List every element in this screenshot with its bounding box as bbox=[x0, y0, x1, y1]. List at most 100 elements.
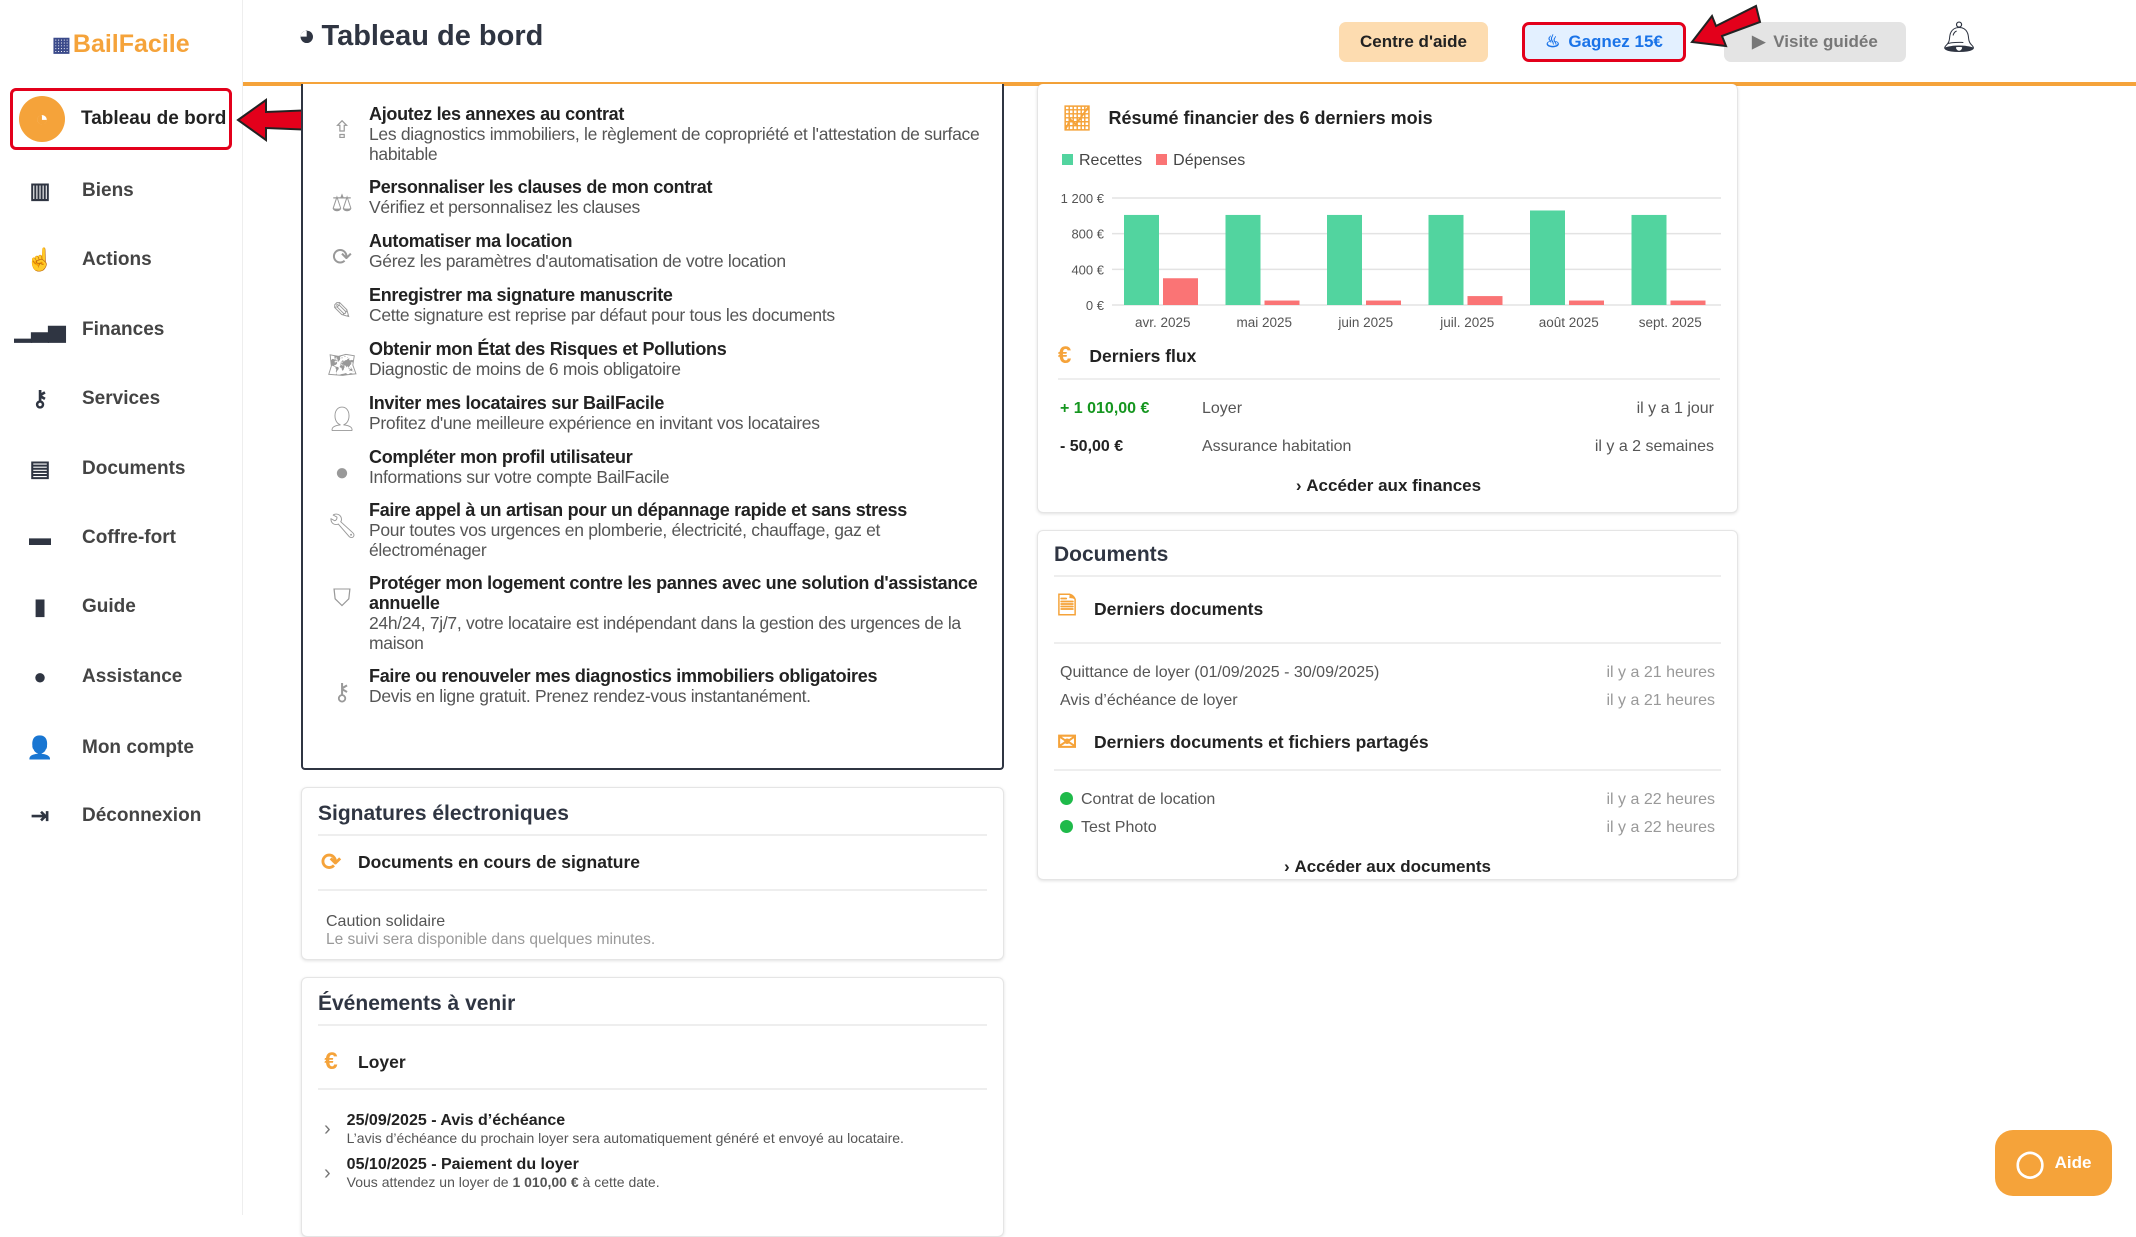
task-item[interactable]: ⚷ Faire ou renouveler mes diagnostics imm… bbox=[327, 666, 993, 707]
task-item[interactable]: ⚖ Personnaliser les clauses de mon contra… bbox=[327, 177, 993, 218]
y-tick-label: 800 € bbox=[1071, 227, 1104, 242]
task-item[interactable]: 🔧︎ Faire appel à un artisan pour un dépan… bbox=[327, 500, 907, 560]
x-tick-label: mai 2025 bbox=[1236, 315, 1292, 330]
archive-icon: ▬ bbox=[29, 525, 51, 550]
scale-icon: ⚖ bbox=[331, 190, 353, 217]
legend-depenses[interactable]: Dépenses bbox=[1156, 152, 1245, 170]
map-icon: 🗺︎ bbox=[327, 352, 358, 379]
event-item[interactable]: › 25/09/2025 - Avis d’échéance L’avis d’éc… bbox=[324, 1112, 904, 1146]
subsection-title: Derniers documents et fichiers partagés bbox=[1094, 732, 1429, 752]
gauge-icon: ◕ bbox=[298, 20, 316, 52]
sidebar: ▦ BailFacile ◔ Tableau de bord ▥ Biens ☝ Ac… bbox=[0, 0, 243, 1215]
trend-chart-icon: 📈︎ bbox=[1062, 105, 1093, 132]
section-title: Événements à venir bbox=[318, 978, 987, 1026]
finance-bar-chart: 0 € 400 € 800 € 1 200 € avr. 2025 mai 2025 jui… bbox=[1061, 191, 1721, 330]
bar-dépenses bbox=[1569, 300, 1604, 305]
task-item[interactable]: ● Compléter mon profil utilisateur Informa… bbox=[327, 447, 993, 487]
finance-title: Résumé financier des 6 derniers mois bbox=[1108, 108, 1433, 128]
shared-document-row[interactable]: Test Photo il y a 22 heures bbox=[1060, 819, 1715, 837]
sync-icon: ⟳ bbox=[331, 244, 353, 271]
legend-recettes[interactable]: Recettes bbox=[1062, 152, 1142, 170]
aide-chat-button[interactable]: ◯ Aide bbox=[1995, 1130, 2112, 1196]
earn-15-button[interactable]: ♨ Gagnez 15€ bbox=[1522, 22, 1686, 62]
bar-recettes bbox=[1428, 214, 1464, 305]
sidebar-item-finances[interactable]: ▁▃▅ Finances bbox=[10, 299, 232, 361]
building-icon: ▥ bbox=[29, 178, 51, 203]
x-tick-label: avr. 2025 bbox=[1135, 315, 1191, 330]
shared-document-row[interactable]: Contrat de location il y a 22 heures bbox=[1060, 791, 1715, 809]
bar-recettes bbox=[1124, 214, 1159, 305]
sidebar-item-tableau-de-bord[interactable]: ◔ Tableau de bord bbox=[10, 88, 232, 150]
events-card: Événements à venir € Loyer › 25/09/2025 - … bbox=[301, 977, 1004, 1237]
task-item[interactable]: 🗺︎ Obtenir mon État des Risques et Pollut… bbox=[327, 339, 727, 379]
logo[interactable]: ▦ BailFacile bbox=[52, 30, 190, 58]
guided-tour-button[interactable]: ▶ Visite guidée bbox=[1724, 22, 1906, 62]
sync-icon: ⟳ bbox=[320, 849, 342, 876]
book-icon: ▮ bbox=[33, 594, 47, 619]
chat-bubble-icon: ◯ bbox=[2015, 1147, 2045, 1178]
task-item[interactable]: ⛉ Protéger mon logement contre les pannes… bbox=[327, 573, 993, 653]
bar-recettes bbox=[1225, 214, 1261, 305]
chat-icon: ● bbox=[33, 664, 47, 689]
sidebar-item-mon-compte[interactable]: 👤 Mon compte bbox=[10, 717, 232, 779]
sidebar-item-guide[interactable]: ▮ Guide bbox=[10, 576, 232, 638]
bar-dépenses bbox=[1163, 278, 1198, 305]
y-tick-label: 1 200 € bbox=[1061, 191, 1105, 206]
shield-icon: ⛉ bbox=[333, 585, 351, 612]
document-row[interactable]: Quittance de loyer (01/09/2025 - 30/09/2… bbox=[1060, 664, 1715, 681]
status-dot-icon bbox=[1060, 792, 1073, 805]
gauge-icon: ◔ bbox=[19, 96, 65, 142]
bar-chart-icon: ▁▃▅ bbox=[14, 317, 66, 342]
sidebar-item-documents[interactable]: ▤ Documents bbox=[10, 438, 232, 500]
bar-dépenses bbox=[1366, 300, 1401, 305]
y-tick-label: 400 € bbox=[1071, 262, 1104, 277]
bell-icon[interactable]: 🔔︎ bbox=[1940, 21, 1979, 54]
x-tick-label: juil. 2025 bbox=[1439, 315, 1494, 330]
chevron-right-icon: › bbox=[1295, 476, 1307, 495]
documents-link[interactable]: › Accéder aux documents bbox=[1284, 857, 1491, 876]
finances-link[interactable]: › Accéder aux finances bbox=[1295, 476, 1482, 495]
y-tick-label: 0 € bbox=[1086, 298, 1105, 313]
euro-icon: € bbox=[1058, 342, 1072, 369]
chevron-right-icon: › bbox=[324, 1162, 331, 1184]
help-center-button[interactable]: Centre d'aide bbox=[1339, 22, 1488, 62]
bar-recettes bbox=[1327, 214, 1362, 305]
sidebar-item-biens[interactable]: ▥ Biens bbox=[10, 160, 232, 222]
flux-row[interactable]: - 50,00 € Assurance habitation il y a 2 se… bbox=[1060, 438, 1714, 455]
sidebar-item-services[interactable]: ⚷ Services bbox=[10, 368, 232, 430]
finance-card: 📈︎ Résumé financier des 6 derniers mois R… bbox=[1037, 84, 1738, 513]
sidebar-item-coffre-fort[interactable]: ▬ Coffre-fort bbox=[10, 507, 232, 569]
key-icon: ⚷ bbox=[333, 679, 351, 706]
bar-recettes bbox=[1631, 214, 1667, 305]
user-icon: ● bbox=[334, 459, 350, 486]
x-tick-label: juin 2025 bbox=[1337, 315, 1393, 330]
task-item[interactable]: ⟳ Automatiser ma location Gérez les paramè… bbox=[327, 231, 993, 272]
document-row[interactable]: Avis d’échéance de loyer il y a 21 heures bbox=[1060, 692, 1715, 709]
event-item[interactable]: › 05/10/2025 - Paiement du loyer Vous atte… bbox=[324, 1156, 660, 1190]
file-icon: ▤ bbox=[29, 456, 51, 481]
task-item[interactable]: ⇪ Ajoutez les annexes au contrat Les diagn… bbox=[327, 104, 993, 164]
subsection-title: Derniers flux bbox=[1089, 345, 1197, 366]
annotation-arrow-icon bbox=[1690, 4, 1762, 48]
subsection-title: Derniers documents bbox=[1094, 599, 1264, 619]
flux-row[interactable]: + 1 010,00 € Loyer il y a 1 jour bbox=[1060, 400, 1714, 417]
task-item[interactable]: ✎ Enregistrer ma signature manuscrite Cett… bbox=[327, 285, 993, 326]
signature-item[interactable]: Caution solidaire Le suivi sera disponib… bbox=[326, 913, 656, 948]
play-icon: ▶ bbox=[1752, 32, 1766, 51]
cake-icon: ♨ bbox=[1545, 32, 1561, 51]
page-title: ◕ Tableau de bord bbox=[298, 20, 544, 52]
x-tick-label: sept. 2025 bbox=[1639, 315, 1702, 330]
bar-dépenses bbox=[1670, 300, 1706, 305]
subsection-title: Loyer bbox=[358, 1051, 406, 1072]
x-tick-label: août 2025 bbox=[1539, 315, 1599, 330]
wrench-icon: 🔧︎ bbox=[327, 513, 358, 540]
task-item[interactable]: 👤︎ Inviter mes locataires sur BailFacile P… bbox=[327, 393, 820, 433]
sidebar-item-assistance[interactable]: ● Assistance bbox=[10, 646, 232, 708]
sidebar-item-deconnexion[interactable]: ⇥ Déconnexion bbox=[10, 785, 232, 847]
documents-card: Documents 🗎 Derniers documents Quittance … bbox=[1037, 530, 1738, 880]
logout-icon: ⇥ bbox=[30, 803, 50, 828]
onboarding-tasks-card: ⇪ Ajoutez les annexes au contrat Les diagn… bbox=[301, 84, 1004, 770]
signatures-card: Signatures électroniques ⟳ Documents en c… bbox=[301, 787, 1004, 960]
chevron-right-icon: › bbox=[324, 1118, 331, 1140]
sidebar-item-actions[interactable]: ☝ Actions bbox=[10, 229, 232, 291]
